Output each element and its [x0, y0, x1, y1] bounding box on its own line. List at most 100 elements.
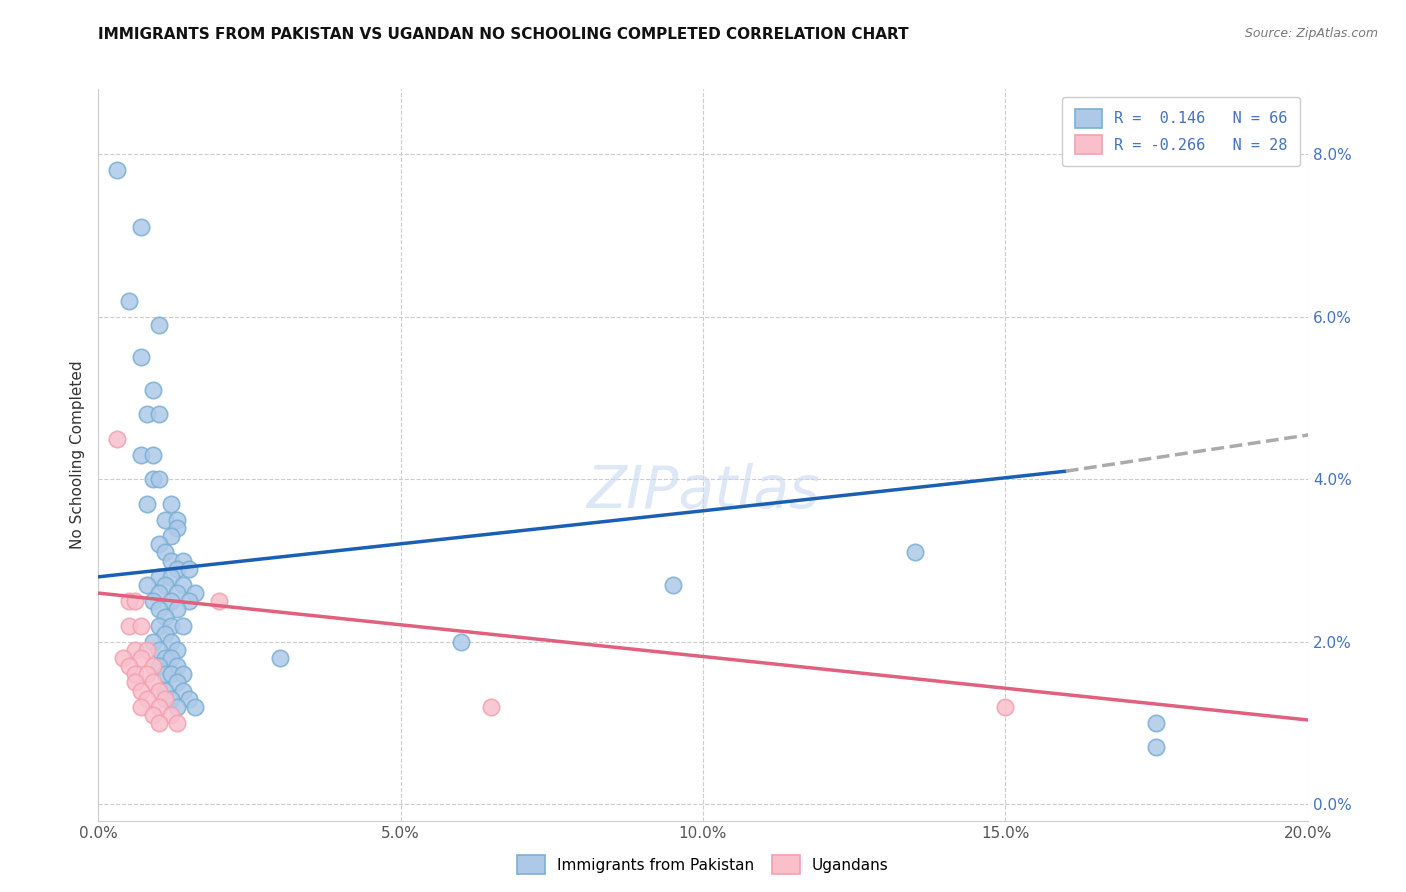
Point — [118, 618, 141, 632]
Point — [135, 691, 157, 706]
Point — [1144, 740, 1167, 755]
Point — [160, 553, 183, 567]
Point — [153, 626, 176, 640]
Point — [153, 578, 176, 592]
Text: IMMIGRANTS FROM PAKISTAN VS UGANDAN NO SCHOOLING COMPLETED CORRELATION CHART: IMMIGRANTS FROM PAKISTAN VS UGANDAN NO S… — [98, 27, 910, 42]
Point — [148, 659, 170, 673]
Point — [172, 683, 194, 698]
Point — [160, 708, 183, 723]
Point — [1144, 716, 1167, 731]
Point — [179, 691, 201, 706]
Point — [172, 618, 194, 632]
Point — [142, 383, 165, 397]
Point — [166, 602, 188, 616]
Point — [105, 432, 128, 446]
Y-axis label: No Schooling Completed: No Schooling Completed — [70, 360, 86, 549]
Text: Source: ZipAtlas.com: Source: ZipAtlas.com — [1244, 27, 1378, 40]
Point — [129, 220, 152, 235]
Point — [142, 659, 165, 673]
Point — [129, 351, 152, 365]
Point — [135, 407, 157, 421]
Point — [124, 594, 146, 608]
Point — [142, 675, 165, 690]
Point — [129, 699, 152, 714]
Point — [160, 635, 183, 649]
Point — [148, 472, 170, 486]
Point — [118, 594, 141, 608]
Point — [135, 643, 157, 657]
Point — [160, 667, 183, 681]
Point — [148, 643, 170, 657]
Point — [153, 545, 176, 559]
Point — [148, 407, 170, 421]
Point — [166, 643, 188, 657]
Point — [166, 513, 188, 527]
Point — [129, 618, 152, 632]
Point — [124, 667, 146, 681]
Point — [135, 578, 157, 592]
Point — [166, 675, 188, 690]
Point — [148, 537, 170, 551]
Point — [179, 562, 201, 576]
Point — [166, 521, 188, 535]
Point — [166, 699, 188, 714]
Point — [160, 529, 183, 543]
Point — [153, 513, 176, 527]
Point — [129, 448, 152, 462]
Point — [118, 659, 141, 673]
Point — [269, 651, 291, 665]
Point — [142, 472, 165, 486]
Point — [142, 448, 165, 462]
Point — [129, 651, 152, 665]
Point — [662, 578, 685, 592]
Point — [994, 699, 1017, 714]
Point — [111, 651, 134, 665]
Point — [148, 602, 170, 616]
Point — [160, 594, 183, 608]
Point — [148, 586, 170, 600]
Point — [153, 610, 176, 624]
Point — [160, 497, 183, 511]
Point — [172, 578, 194, 592]
Point — [172, 667, 194, 681]
Point — [481, 699, 503, 714]
Legend: Immigrants from Pakistan, Ugandans: Immigrants from Pakistan, Ugandans — [510, 849, 896, 880]
Point — [148, 683, 170, 698]
Point — [124, 675, 146, 690]
Point — [153, 683, 176, 698]
Point — [142, 635, 165, 649]
Point — [166, 586, 188, 600]
Point — [184, 699, 207, 714]
Point — [904, 545, 927, 559]
Point — [179, 594, 201, 608]
Point — [208, 594, 231, 608]
Point — [148, 699, 170, 714]
Legend: R =  0.146   N = 66, R = -0.266   N = 28: R = 0.146 N = 66, R = -0.266 N = 28 — [1063, 97, 1301, 166]
Point — [148, 716, 170, 731]
Point — [153, 651, 176, 665]
Point — [118, 293, 141, 308]
Point — [148, 618, 170, 632]
Point — [105, 163, 128, 178]
Point — [160, 691, 183, 706]
Point — [142, 708, 165, 723]
Point — [160, 618, 183, 632]
Point — [142, 594, 165, 608]
Point — [148, 318, 170, 332]
Point — [166, 659, 188, 673]
Point — [184, 586, 207, 600]
Point — [129, 683, 152, 698]
Point — [124, 643, 146, 657]
Point — [450, 635, 472, 649]
Point — [172, 553, 194, 567]
Point — [135, 497, 157, 511]
Point — [166, 716, 188, 731]
Text: ZIPatlas: ZIPatlas — [586, 463, 820, 520]
Point — [160, 570, 183, 584]
Point — [153, 691, 176, 706]
Point — [160, 651, 183, 665]
Point — [135, 667, 157, 681]
Point — [148, 570, 170, 584]
Point — [153, 667, 176, 681]
Point — [166, 562, 188, 576]
